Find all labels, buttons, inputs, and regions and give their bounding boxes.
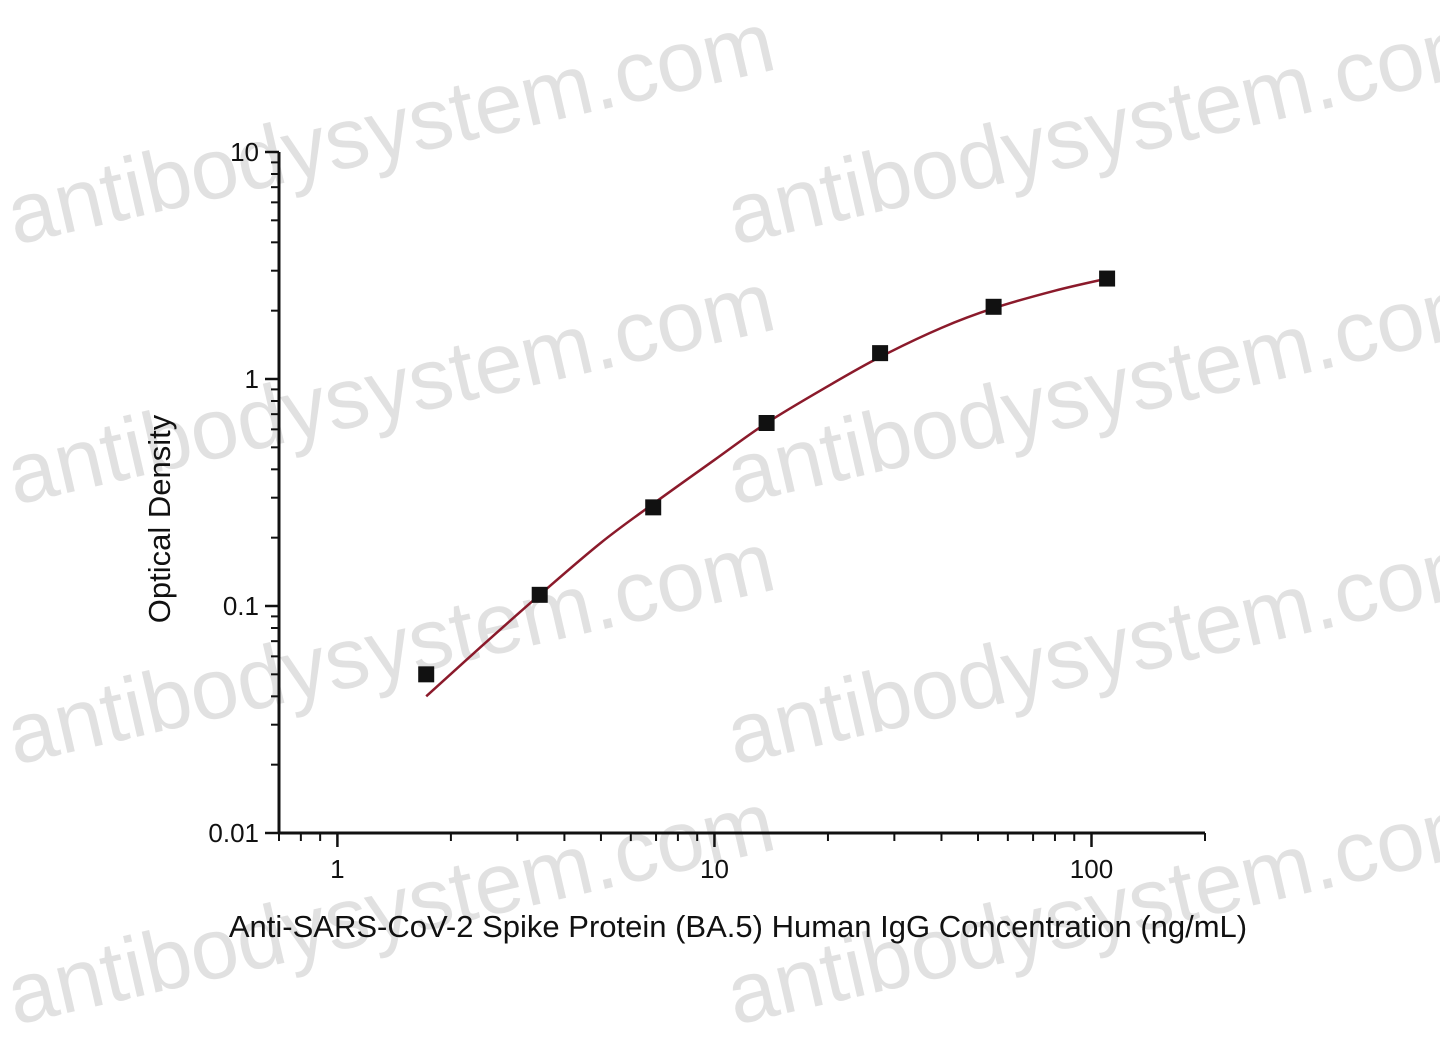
watermark-text: antibodysystem.com	[718, 0, 1440, 264]
data-markers	[418, 270, 1116, 683]
watermark-text: antibodysystem.com	[0, 514, 783, 784]
watermark-text: antibodysystem.com	[718, 514, 1440, 784]
data-point	[531, 586, 548, 603]
data-point	[645, 499, 662, 516]
ticks: 0.01 0.1 1 10 1 10 100	[208, 137, 1206, 884]
x-tick-label: 10	[700, 854, 729, 884]
watermark-text: antibodysystem.com	[0, 0, 783, 264]
x-axis-title: Anti-SARS-CoV-2 Spike Protein (BA.5) Hum…	[229, 909, 1247, 944]
y-tick-label: 10	[230, 137, 259, 167]
data-point	[985, 298, 1002, 315]
x-tick-label: 1	[330, 854, 344, 884]
y-tick-label: 0.01	[208, 818, 259, 848]
y-tick-label: 1	[245, 364, 259, 394]
data-point	[1099, 270, 1116, 287]
y-axis-title: Optical Density	[142, 414, 177, 623]
data-point	[872, 345, 889, 362]
data-point	[418, 666, 435, 683]
x-tick-label: 100	[1070, 854, 1113, 884]
axes	[277, 152, 1205, 835]
y-tick-label: 0.1	[223, 591, 259, 621]
watermark-text: antibodysystem.com	[0, 254, 783, 524]
data-point	[758, 414, 775, 431]
